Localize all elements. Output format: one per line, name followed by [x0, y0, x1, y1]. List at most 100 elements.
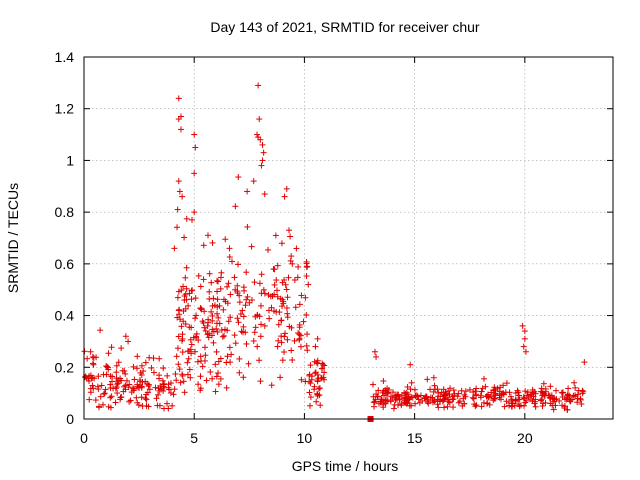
data-point [185, 302, 192, 309]
data-point [469, 394, 476, 401]
data-point [136, 384, 143, 391]
data-point [248, 297, 255, 304]
data-point [542, 399, 549, 406]
data-point [295, 330, 302, 337]
data-point [442, 389, 449, 396]
data-point [114, 381, 121, 388]
data-point [212, 361, 219, 368]
data-point [180, 318, 187, 325]
data-point [273, 308, 280, 315]
data-point [260, 149, 267, 156]
data-point [258, 271, 265, 278]
data-point [275, 337, 282, 344]
data-point [279, 357, 286, 364]
data-point [215, 314, 222, 321]
data-point [496, 394, 503, 401]
data-point [87, 389, 94, 396]
data-point [227, 291, 234, 298]
data-point [500, 382, 507, 389]
data-point [525, 394, 532, 401]
data-point [228, 351, 235, 358]
data-point [440, 396, 447, 403]
data-point [542, 386, 549, 393]
data-point [90, 361, 97, 368]
data-point [234, 282, 241, 289]
data-point [304, 331, 311, 338]
data-point [243, 269, 250, 276]
data-point [519, 322, 526, 329]
data-point [455, 399, 462, 406]
data-point [371, 348, 378, 355]
data-point [100, 401, 107, 408]
data-point [89, 360, 96, 367]
data-point [169, 402, 176, 409]
data-point [179, 371, 186, 378]
data-point [232, 340, 239, 347]
data-point [107, 404, 114, 411]
data-point [541, 390, 548, 397]
data-point [520, 343, 527, 350]
data-point [203, 377, 210, 384]
data-point [567, 397, 574, 404]
data-point [217, 375, 224, 382]
data-point [236, 355, 243, 362]
data-point [251, 279, 258, 286]
data-point [278, 339, 285, 346]
data-point [86, 396, 93, 403]
data-point [234, 290, 241, 297]
data-point [121, 383, 128, 390]
data-point [191, 348, 198, 355]
data-point [405, 394, 412, 401]
data-point [191, 170, 198, 177]
data-point [392, 392, 399, 399]
data-point [407, 361, 414, 368]
data-point [435, 404, 442, 411]
data-point [206, 295, 213, 302]
data-point [213, 348, 220, 355]
data-point [271, 281, 278, 288]
data-point [216, 302, 223, 309]
data-point [138, 362, 145, 369]
data-point [158, 385, 165, 392]
data-point [296, 335, 303, 342]
data-point [303, 342, 310, 349]
data-point [208, 279, 215, 286]
data-point [252, 313, 259, 320]
data-point [160, 365, 167, 372]
data-point [127, 397, 134, 404]
data-point [110, 385, 117, 392]
data-point [180, 283, 187, 290]
data-point [413, 392, 420, 399]
data-point [105, 350, 112, 357]
data-point [122, 333, 129, 340]
data-point [186, 366, 193, 373]
data-point [217, 355, 224, 362]
data-point [522, 388, 529, 395]
data-point [250, 337, 257, 344]
data-point [265, 291, 272, 298]
data-point [187, 336, 194, 343]
data-point [89, 353, 96, 360]
data-point [242, 302, 249, 309]
data-point [251, 329, 258, 336]
data-point [441, 404, 448, 411]
data-point [291, 277, 298, 284]
data-point [87, 372, 94, 379]
data-point [283, 286, 290, 293]
data-point [200, 242, 207, 249]
data-point [296, 301, 303, 308]
data-point [181, 297, 188, 304]
data-point [451, 392, 458, 399]
data-point [183, 264, 190, 271]
data-point [564, 391, 571, 398]
data-point [214, 310, 221, 317]
data-point [480, 399, 487, 406]
data-point [184, 371, 191, 378]
data-point [236, 299, 243, 306]
data-point [113, 369, 120, 376]
data-point [235, 261, 242, 268]
data-point [293, 245, 300, 252]
data-point [175, 178, 182, 185]
data-point [220, 306, 227, 313]
data-point [90, 385, 97, 392]
